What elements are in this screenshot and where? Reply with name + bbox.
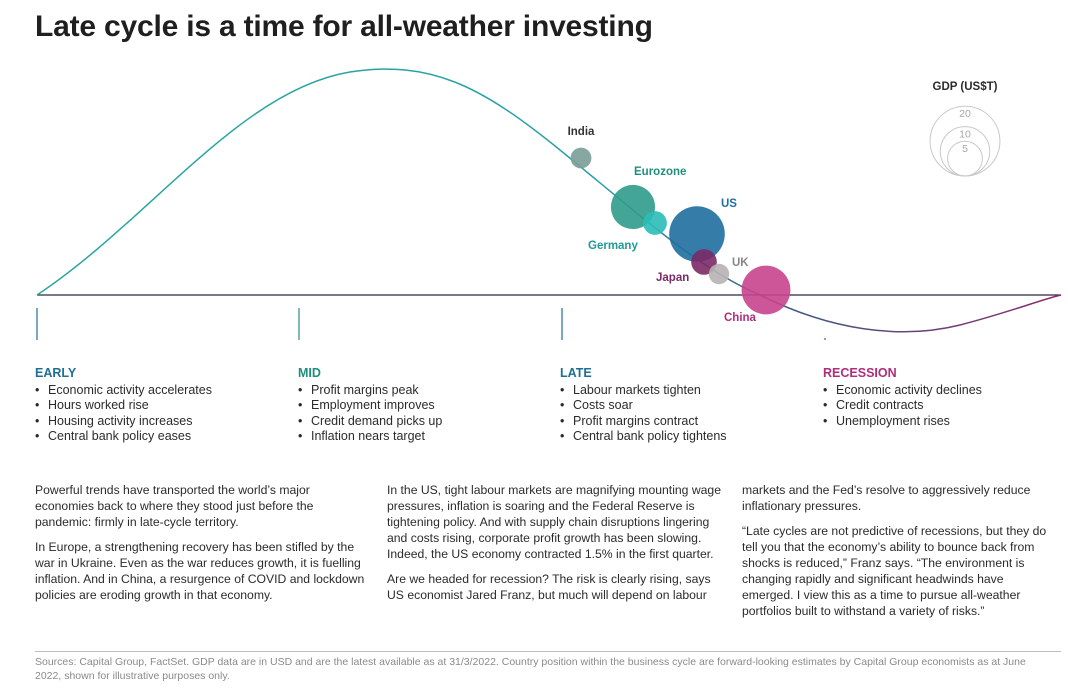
bubble-uk: [708, 263, 730, 285]
paragraph: Powerful trends have transported the wor…: [35, 483, 314, 529]
bubble-us: [669, 206, 725, 262]
list-item: Employment improves: [298, 398, 442, 414]
bubble-india: [570, 147, 592, 169]
business-cycle-curve: [36, 68, 1062, 333]
bubble-germany: [643, 211, 667, 235]
phase-mid-label: MID: [298, 366, 321, 380]
phase-early-label: EARLY: [35, 366, 77, 380]
bubble-china: [741, 265, 791, 315]
bubble-label-us: US: [721, 198, 737, 210]
paragraph: In the US, tight labour markets are magn…: [387, 483, 721, 561]
sources-note: Sources: Capital Group, FactSet. GDP dat…: [35, 656, 1026, 682]
page-title: Late cycle is a time for all-weather inv…: [35, 10, 653, 43]
list-item: Unemployment rises: [823, 414, 982, 430]
bubble-eurozone: [610, 184, 656, 230]
phase-mid: MID Profit margins peak Employment impro…: [298, 366, 442, 445]
list-item: Profit margins contract: [560, 414, 727, 430]
body-column-1: Powerful trends have transported the wor…: [35, 482, 365, 612]
bubble-label-uk: UK: [732, 257, 749, 269]
body-column-3: markets and the Fed’s resolve to aggress…: [742, 482, 1052, 628]
list-item: Central bank policy eases: [35, 429, 212, 445]
phase-late-label: LATE: [560, 366, 592, 380]
body-column-2: In the US, tight labour markets are magn…: [387, 482, 722, 612]
phase-recession: RECESSION Economic activity declines Cre…: [823, 366, 982, 429]
paragraph: Are we headed for recession? The risk is…: [387, 572, 711, 602]
paragraph: In Europe, a strengthening recovery has …: [35, 540, 365, 602]
legend-circle-5: [947, 140, 983, 177]
list-item: Hours worked rise: [35, 398, 212, 414]
footer-divider: [35, 651, 1061, 652]
bubble-label-group: India Eurozone Germany US Japan UK China: [568, 126, 757, 324]
legend-title: GDP (US$T): [933, 81, 998, 93]
list-item: Economic activity declines: [823, 383, 982, 399]
legend-value-5: 5: [962, 143, 968, 155]
list-item: Economic activity accelerates: [35, 383, 212, 399]
list-item: Housing activity increases: [35, 414, 212, 430]
legend-value-20: 20: [959, 108, 971, 120]
list-item: Labour markets tighten: [560, 383, 727, 399]
phase-late: LATE Labour markets tighten Costs soar P…: [560, 366, 727, 445]
bubble-japan: [691, 249, 717, 275]
phase-recession-list: Economic activity declines Credit contra…: [823, 383, 982, 430]
bubble-label-germany: Germany: [588, 240, 638, 252]
list-item: Credit demand picks up: [298, 414, 442, 430]
phase-late-list: Labour markets tighten Costs soar Profit…: [560, 383, 727, 445]
phase-recession-label: RECESSION: [823, 366, 897, 380]
list-item: Profit margins peak: [298, 383, 442, 399]
list-item: Credit contracts: [823, 398, 982, 414]
list-item: Inflation nears target: [298, 429, 442, 445]
paragraph: “Late cycles are not predictive of reces…: [742, 524, 1047, 618]
list-item: Central bank policy tightens: [560, 429, 727, 445]
bubble-label-eurozone: Eurozone: [634, 166, 686, 178]
phase-mid-list: Profit margins peak Employment improves …: [298, 383, 442, 445]
phase-early: EARLY Economic activity accelerates Hour…: [35, 366, 212, 445]
gdp-legend: GDP (US$T) 20 10 5: [929, 81, 1001, 177]
bubble-label-india: India: [568, 126, 595, 138]
business-cycle-chart: India Eurozone Germany US Japan UK China GDP (…: [36, 68, 1062, 340]
paragraph: markets and the Fed’s resolve to aggress…: [742, 483, 1031, 513]
list-item: Costs soar: [560, 398, 727, 414]
bubble-label-japan: Japan: [656, 272, 689, 284]
legend-value-10: 10: [959, 129, 971, 141]
bubble-label-china: China: [724, 312, 757, 324]
phase-early-list: Economic activity accelerates Hours work…: [35, 383, 212, 445]
bubble-group: [570, 147, 791, 315]
